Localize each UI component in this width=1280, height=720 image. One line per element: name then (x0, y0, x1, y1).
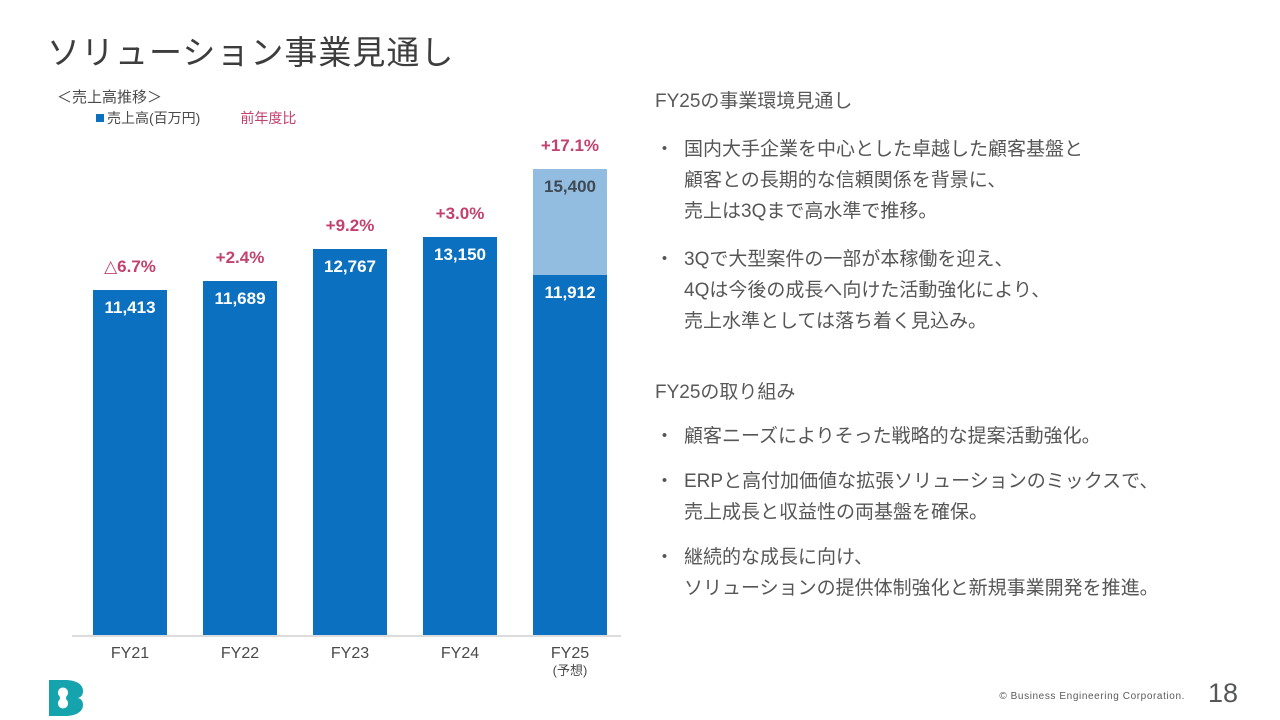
bar-value-label: 12,767 (324, 256, 376, 276)
section-heading: FY25の取り組み (655, 382, 796, 403)
bullet-list: ・ 国内大手企業を中心とした卓越した顧客基盤と 顧客との長期的な信頼関係を背景に… (655, 134, 1240, 337)
bar-value-label: 13,150 (434, 245, 486, 265)
bullet-text: 継続的な成長に向け、 ソリューションの提供体制強化と新規事業開発を推進。 (684, 547, 1159, 599)
bullet-icon: ・ (655, 249, 675, 270)
bullet-icon: ・ (655, 426, 675, 447)
bar-segment-main (423, 237, 497, 635)
bar-segment-main (533, 274, 607, 635)
bar-segment-main (93, 289, 167, 635)
yoy-label: +3.0% (435, 204, 485, 224)
section-heading: FY25の事業環境見通し (655, 91, 853, 112)
commentary-section-environment: FY25の事業環境見通し ・ 国内大手企業を中心とした卓越した顧客基盤と 顧客と… (655, 88, 1240, 337)
bar-segment-main (313, 248, 387, 635)
list-item: ・ 国内大手企業を中心とした卓越した顧客基盤と 顧客との長期的な信頼関係を背景に… (655, 134, 1240, 227)
legend-series-label: 売上高(百万円) (107, 110, 201, 126)
bullet-icon: ・ (655, 471, 675, 492)
yoy-label: +9.2% (325, 215, 375, 235)
bullet-text: 3Qで大型案件の一部が本稼働を迎え、 4Qは今後の成長へ向けた活動強化により、 … (684, 249, 1051, 332)
bullet-text: ERPと高付加価値な拡張ソリューションのミックスで、 売上成長と収益性の両基盤を… (684, 471, 1159, 523)
chart-legend: 売上高(百万円) 前年度比 (96, 108, 296, 128)
bar-value-label: 11,413 (104, 297, 156, 317)
yoy-label: △6.7% (104, 256, 156, 276)
bullet-icon: ・ (655, 547, 675, 568)
x-axis-tick-label: FY24 (440, 645, 480, 662)
list-item: ・ 継続的な成長に向け、 ソリューションの提供体制強化と新規事業開発を推進。 (655, 542, 1240, 604)
bullet-text: 国内大手企業を中心とした卓越した顧客基盤と 顧客との長期的な信頼関係を背景に、 … (684, 139, 1084, 222)
bullet-list: ・ 顧客ニーズによりそった戦略的な提案活動強化。 ・ ERPと高付加価値な拡張ソ… (655, 421, 1240, 604)
company-logo-icon (49, 680, 83, 716)
x-axis-line (72, 635, 621, 637)
copyright-text: © Business Engineering Corporation. (999, 691, 1185, 702)
x-axis-tick-note: (予想) (552, 663, 588, 678)
stack-total-label: 15,400 (544, 177, 596, 197)
list-item: ・ ERPと高付加価値な拡張ソリューションのミックスで、 売上成長と収益性の両基… (655, 466, 1240, 528)
yoy-label: +2.4% (215, 248, 265, 268)
bullet-text: 顧客ニーズによりそった戦略的な提案活動強化。 (684, 426, 1101, 447)
commentary-section-initiatives: FY25の取り組み ・ 顧客ニーズによりそった戦略的な提案活動強化。 ・ ERP… (655, 379, 1240, 604)
x-axis-tick-label: FY23 (330, 645, 370, 662)
page-number: 18 (1208, 678, 1239, 708)
commentary-column: FY25の事業環境見通し ・ 国内大手企業を中心とした卓越した顧客基盤と 顧客と… (655, 88, 1240, 618)
x-axis-tick-label: FY21 (110, 645, 150, 662)
bar-segment-main (203, 281, 277, 635)
x-axis-tick-label: FY25 (予想) (510, 644, 630, 679)
list-item: ・ 顧客ニーズによりそった戦略的な提案活動強化。 (655, 421, 1240, 452)
bar-segment-forecast (533, 169, 607, 275)
legend-swatch-icon (96, 114, 104, 122)
chart-caption: ＜売上高推移＞ (57, 89, 163, 106)
page-title: ソリューション事業見通し (47, 34, 455, 71)
bullet-icon: ・ (655, 139, 675, 160)
yoy-label: +17.1% (540, 136, 600, 156)
bar-value-label: 11,912 (544, 282, 596, 302)
bar-value-label: 11,689 (214, 289, 266, 309)
list-item: ・ 3Qで大型案件の一部が本稼働を迎え、 4Qは今後の成長へ向けた活動強化により… (655, 244, 1240, 337)
x-axis-tick-label: FY22 (220, 645, 260, 662)
legend-yoy-label: 前年度比 (240, 110, 297, 126)
